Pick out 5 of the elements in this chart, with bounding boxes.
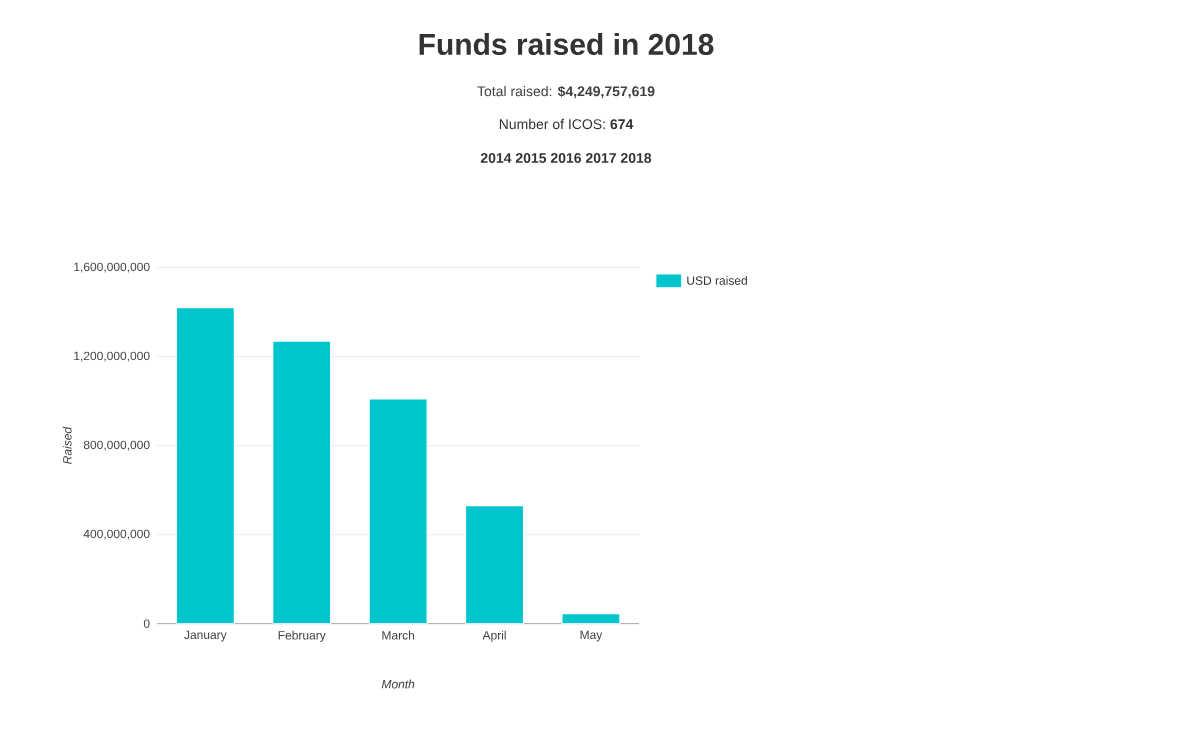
chart-title: Funds raised in 2018: [419, 32, 714, 55]
bar: [175, 307, 235, 624]
bar: [272, 340, 332, 624]
bar: [368, 398, 428, 624]
bar: [464, 505, 525, 624]
